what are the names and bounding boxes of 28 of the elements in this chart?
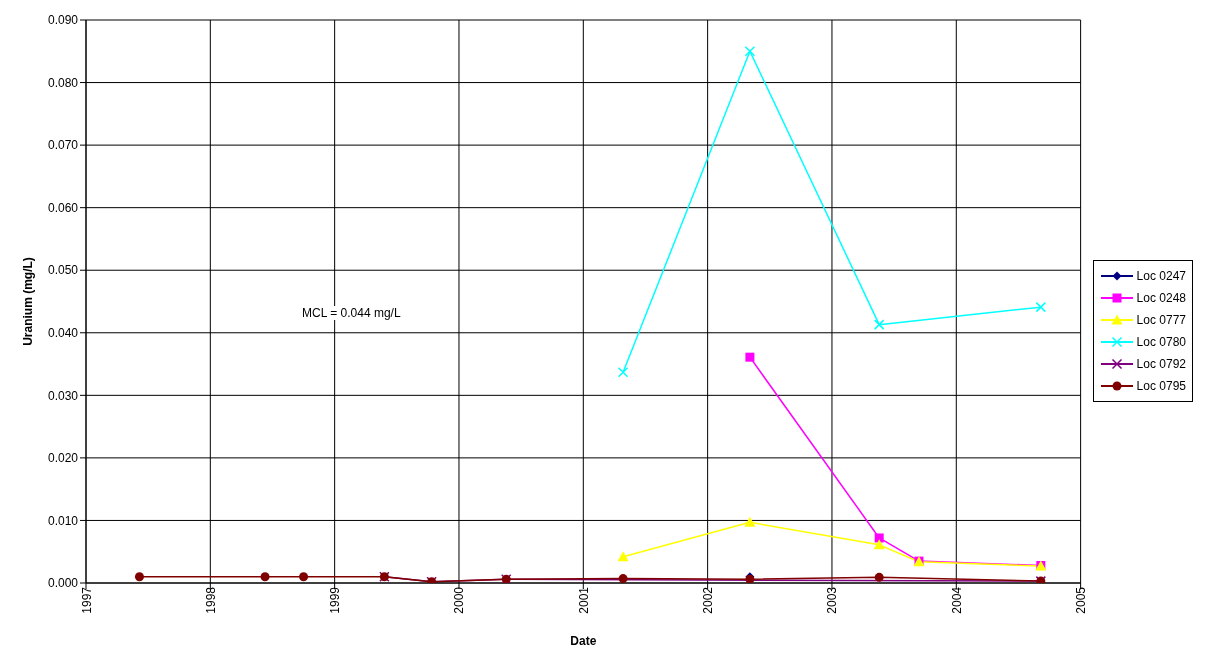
y-axis-title: Uranium (mg/L) (21, 257, 36, 346)
y-tick-label: 0.080 (47, 75, 79, 90)
x-tick-label: 1999 (328, 586, 343, 614)
legend-label: Loc 0780 (1136, 334, 1186, 349)
y-tick-label: 0.040 (47, 326, 79, 341)
x-tick-label: 2002 (701, 586, 716, 614)
x-tick-label: 2005 (1074, 586, 1089, 614)
x-axis-title: Date (570, 634, 597, 648)
x-tick-label: 1998 (203, 586, 218, 614)
x-tick-label: 2001 (576, 586, 591, 614)
legend-label: Loc 0247 (1136, 268, 1186, 283)
y-tick-label: 0.050 (47, 263, 79, 278)
y-tick-label: 0.060 (47, 200, 79, 215)
x-tick-label: 2003 (825, 586, 840, 614)
legend-label: Loc 0248 (1136, 290, 1186, 305)
y-tick-label: 0.070 (47, 138, 79, 153)
legend-label: Loc 0792 (1136, 356, 1186, 371)
y-tick-label: 0.020 (47, 451, 79, 466)
y-tick-label: 0.010 (47, 513, 79, 528)
x-tick-label: 1997 (79, 586, 94, 614)
y-tick-label: 0.000 (47, 576, 79, 591)
annotation: MCL = 0.044 mg/L (300, 306, 403, 320)
y-tick-label: 0.090 (47, 13, 79, 28)
x-tick-label: 2000 (452, 586, 467, 614)
legend-label: Loc 0795 (1136, 378, 1186, 393)
y-tick-label: 0.030 (47, 388, 79, 403)
x-tick-label: 2004 (949, 586, 964, 614)
legend-label: Loc 0777 (1136, 312, 1186, 327)
